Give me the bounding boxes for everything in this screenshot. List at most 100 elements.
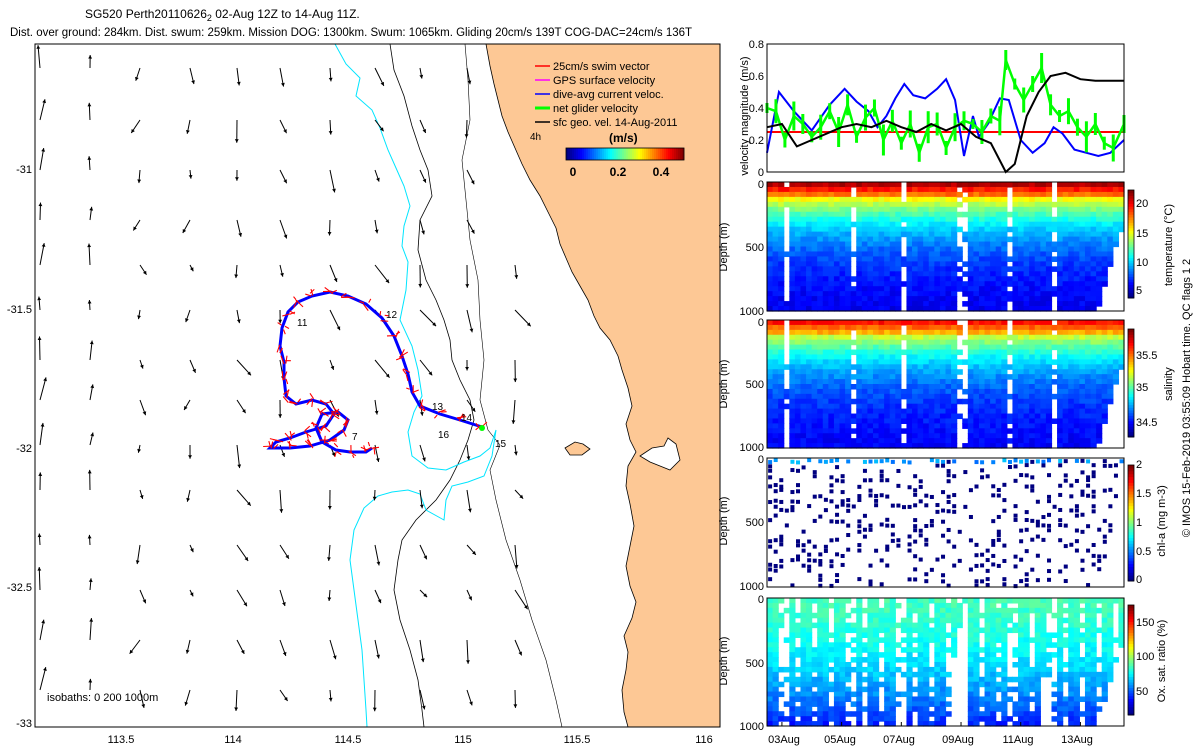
section-cell	[1057, 642, 1064, 648]
section-cell	[833, 418, 841, 424]
section-cell	[1101, 324, 1108, 331]
section-cell	[1107, 211, 1114, 218]
section-cell	[973, 706, 980, 712]
section-cell	[806, 320, 813, 326]
section-cell	[822, 196, 829, 203]
section-cell	[951, 329, 958, 336]
section-cell	[833, 681, 841, 688]
section-cell	[772, 413, 779, 420]
section-cell	[861, 261, 869, 267]
section-cell	[973, 186, 980, 193]
section-cell	[772, 334, 779, 341]
section-cell	[934, 271, 941, 277]
section-cell	[1034, 369, 1041, 375]
chl-sample	[874, 503, 879, 508]
section-cell	[1090, 681, 1097, 688]
section-cell	[923, 617, 930, 624]
section-cell	[1012, 627, 1019, 634]
section-cell	[1090, 388, 1097, 395]
section-cell	[878, 186, 885, 193]
section-cell	[822, 266, 829, 272]
section-cell	[1006, 418, 1014, 424]
section-cell	[917, 413, 924, 420]
section-cell	[822, 246, 829, 253]
section-cell	[800, 711, 807, 717]
section-cell	[839, 691, 846, 698]
section-cell	[822, 602, 829, 609]
section-cell	[789, 681, 796, 688]
section-cell	[1012, 349, 1019, 356]
section-cell	[939, 681, 947, 688]
estuary	[639, 437, 681, 471]
section-cell	[1084, 301, 1092, 307]
section-cell	[822, 433, 829, 439]
section-cell	[990, 388, 997, 395]
geo-velocity-arrow	[135, 544, 141, 565]
section-cell	[939, 612, 947, 619]
section-cell	[822, 612, 829, 619]
section-cell	[1023, 662, 1030, 668]
section-cell	[1068, 413, 1075, 420]
section-cell	[794, 324, 802, 331]
section-cell	[839, 716, 846, 722]
section-cell	[1012, 196, 1019, 203]
section-cell	[828, 329, 835, 336]
section-cell	[1084, 662, 1092, 668]
section-cell	[1034, 438, 1041, 444]
section-cell	[912, 236, 919, 243]
section-cell	[806, 706, 813, 712]
map-colorbar-step	[590, 148, 593, 160]
section-cell	[1079, 241, 1086, 248]
section-cell	[867, 418, 874, 424]
section-cell	[867, 691, 874, 698]
geo-velocity-arrow	[466, 589, 473, 601]
section-cell	[878, 236, 885, 243]
section-cell	[951, 607, 958, 614]
chl-sample	[901, 505, 906, 510]
section-cell	[1029, 666, 1036, 673]
chl-sample	[1030, 567, 1035, 572]
section-cell	[939, 334, 947, 341]
section-cell	[912, 320, 919, 326]
section-cell	[867, 706, 874, 712]
section-cell	[939, 602, 947, 609]
section-cell	[789, 231, 796, 238]
section-cell	[833, 241, 841, 248]
section-cell	[1018, 403, 1025, 410]
section-cell	[789, 686, 796, 693]
section-cell	[811, 438, 818, 444]
section-cell	[800, 393, 807, 400]
chl-sample	[1013, 478, 1018, 483]
section-cell	[889, 339, 896, 346]
section-cell	[945, 354, 952, 360]
section-cell	[806, 246, 813, 253]
section-cell	[800, 344, 807, 351]
section-cell	[990, 443, 997, 449]
track-label-4h: 4h	[530, 132, 541, 143]
section-cell	[1101, 226, 1108, 233]
section-cell	[906, 666, 913, 673]
section-cell	[833, 374, 841, 380]
section-cell	[928, 251, 935, 258]
chl-sample	[874, 548, 879, 553]
section-cell	[945, 393, 952, 400]
section-cell	[778, 216, 785, 223]
chl-sample	[773, 513, 778, 518]
geo-velocity-arrow	[39, 99, 47, 121]
section-cell	[822, 226, 829, 233]
section-cell	[1023, 320, 1030, 326]
section-cell	[1090, 676, 1097, 683]
section-cell	[1029, 379, 1036, 385]
section-cell	[1073, 211, 1080, 218]
section-cell	[917, 418, 924, 424]
section-cell	[995, 241, 1002, 248]
map-colorbar-step	[676, 148, 679, 160]
colorbar-step	[1128, 385, 1134, 389]
chl-sample	[823, 548, 828, 553]
section-cell	[833, 281, 841, 287]
section-cell	[951, 324, 958, 331]
chl-sample	[913, 474, 918, 479]
chl-sample	[835, 504, 840, 509]
section-cell	[995, 637, 1002, 643]
section-cell	[794, 612, 802, 619]
